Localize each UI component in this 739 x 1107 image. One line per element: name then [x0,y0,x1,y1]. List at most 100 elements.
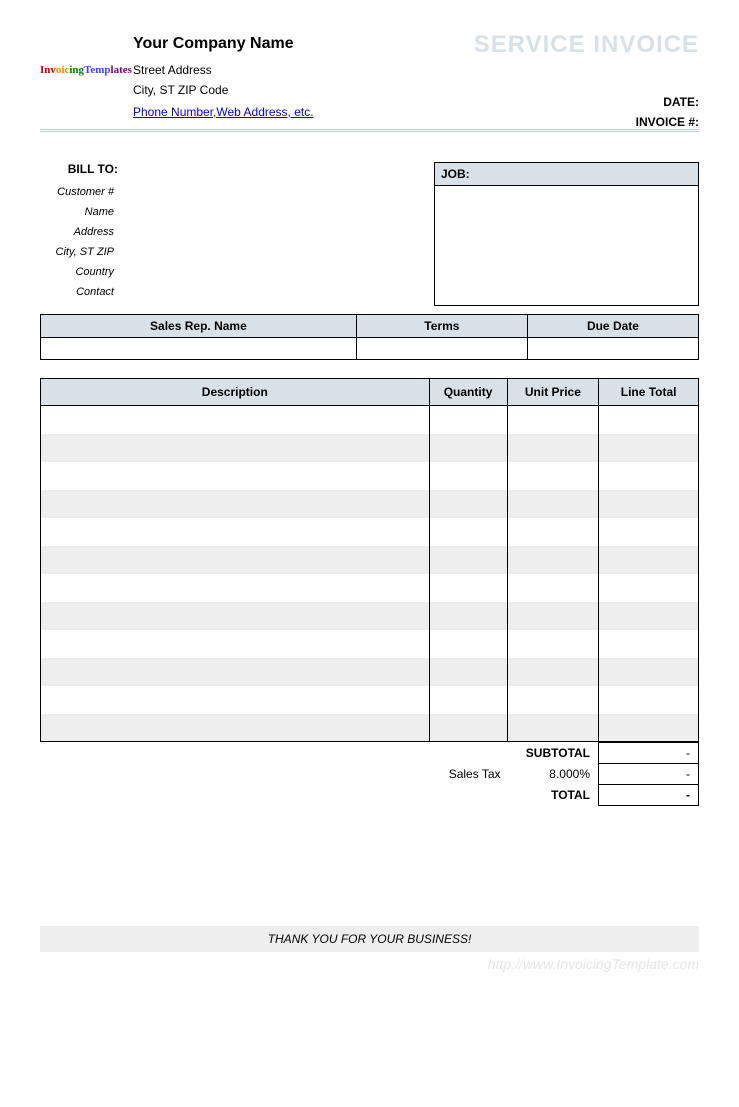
items-col-qty: Quantity [429,379,507,406]
items-table: Description Quantity Unit Price Line Tot… [40,378,699,742]
item-row [41,574,699,602]
document-title: SERVICE INVOICE [474,31,699,59]
item-cell-price[interactable] [507,406,599,434]
thank-you-footer: THANK YOU FOR YOUR BUSINESS! [40,926,699,952]
item-cell-qty[interactable] [429,630,507,658]
item-cell-total[interactable] [599,546,699,574]
item-cell-qty[interactable] [429,406,507,434]
bill-customer-value[interactable] [118,186,330,198]
items-col-total: Line Total [599,379,699,406]
item-cell-price[interactable] [507,630,599,658]
item-row [41,602,699,630]
meta-col-terms: Terms [356,315,527,338]
company-city: City, ST ZIP Code [133,83,699,97]
item-row [41,434,699,462]
item-cell-qty[interactable] [429,434,507,462]
header-section: InvoicingTemplates Your Company Name Str… [40,35,699,121]
item-cell-desc[interactable] [41,658,430,686]
meta-table: Sales Rep. Name Terms Due Date [40,314,699,360]
item-cell-price[interactable] [507,490,599,518]
item-cell-desc[interactable] [41,462,430,490]
item-row [41,462,699,490]
item-cell-total[interactable] [599,490,699,518]
meta-col-due: Due Date [527,315,698,338]
item-cell-desc[interactable] [41,574,430,602]
item-cell-price[interactable] [507,434,599,462]
items-col-price: Unit Price [507,379,599,406]
item-cell-qty[interactable] [429,714,507,742]
bill-customer-label: Customer # [40,186,118,198]
item-cell-total[interactable] [599,658,699,686]
meta-val-rep[interactable] [41,338,357,360]
total-label: TOTAL [509,785,599,806]
item-row [41,658,699,686]
item-cell-price[interactable] [507,602,599,630]
item-cell-qty[interactable] [429,686,507,714]
bill-contact-value[interactable] [118,286,330,298]
item-cell-total[interactable] [599,406,699,434]
item-row [41,406,699,434]
item-cell-total[interactable] [599,462,699,490]
item-cell-total[interactable] [599,602,699,630]
tax-label: Sales Tax [419,764,509,785]
item-cell-qty[interactable] [429,658,507,686]
item-cell-desc[interactable] [41,406,430,434]
job-body[interactable] [435,186,698,294]
bill-country-value[interactable] [118,266,330,278]
company-contact-link[interactable]: Phone Number,Web Address, etc. [133,105,314,119]
item-cell-desc[interactable] [41,518,430,546]
item-cell-price[interactable] [507,658,599,686]
item-cell-qty[interactable] [429,574,507,602]
item-cell-desc[interactable] [41,714,430,742]
bill-country-label: Country [40,266,118,278]
item-cell-total[interactable] [599,574,699,602]
bill-to-section: BILL TO: Customer # Name Address City, S… [40,162,330,306]
item-cell-price[interactable] [507,714,599,742]
bill-contact-label: Contact [40,286,118,298]
item-row [41,546,699,574]
subtotal-value: - [599,743,699,764]
item-cell-total[interactable] [599,630,699,658]
logo: InvoicingTemplates [40,60,125,78]
item-cell-qty[interactable] [429,490,507,518]
header-meta: DATE: INVOICE #: [636,95,699,135]
item-cell-desc[interactable] [41,686,430,714]
subtotal-label: SUBTOTAL [509,743,599,764]
item-cell-qty[interactable] [429,546,507,574]
item-cell-desc[interactable] [41,602,430,630]
item-cell-total[interactable] [599,686,699,714]
item-cell-qty[interactable] [429,602,507,630]
item-cell-qty[interactable] [429,462,507,490]
company-street: Street Address [133,63,699,77]
item-cell-price[interactable] [507,546,599,574]
item-cell-total[interactable] [599,434,699,462]
bill-name-value[interactable] [118,206,330,218]
item-cell-price[interactable] [507,686,599,714]
invoice-number-label: INVOICE #: [636,115,699,129]
total-value: - [599,785,699,806]
meta-col-rep: Sales Rep. Name [41,315,357,338]
item-row [41,518,699,546]
job-heading: JOB: [435,163,698,186]
item-cell-price[interactable] [507,462,599,490]
meta-val-due[interactable] [527,338,698,360]
item-cell-total[interactable] [599,714,699,742]
item-cell-desc[interactable] [41,630,430,658]
item-cell-desc[interactable] [41,490,430,518]
logo-text: InvoicingTemplates [40,64,132,76]
bill-name-label: Name [40,206,118,218]
bill-address-value[interactable] [118,226,330,238]
item-cell-total[interactable] [599,518,699,546]
item-cell-price[interactable] [507,574,599,602]
bill-to-heading: BILL TO: [40,162,118,176]
bill-address-label: Address [40,226,118,238]
bill-city-label: City, ST ZIP [40,246,118,258]
date-label: DATE: [636,95,699,109]
job-box: JOB: [434,162,699,306]
item-cell-desc[interactable] [41,434,430,462]
item-cell-qty[interactable] [429,518,507,546]
item-cell-desc[interactable] [41,546,430,574]
bill-city-value[interactable] [118,246,330,258]
item-cell-price[interactable] [507,518,599,546]
meta-val-terms[interactable] [356,338,527,360]
